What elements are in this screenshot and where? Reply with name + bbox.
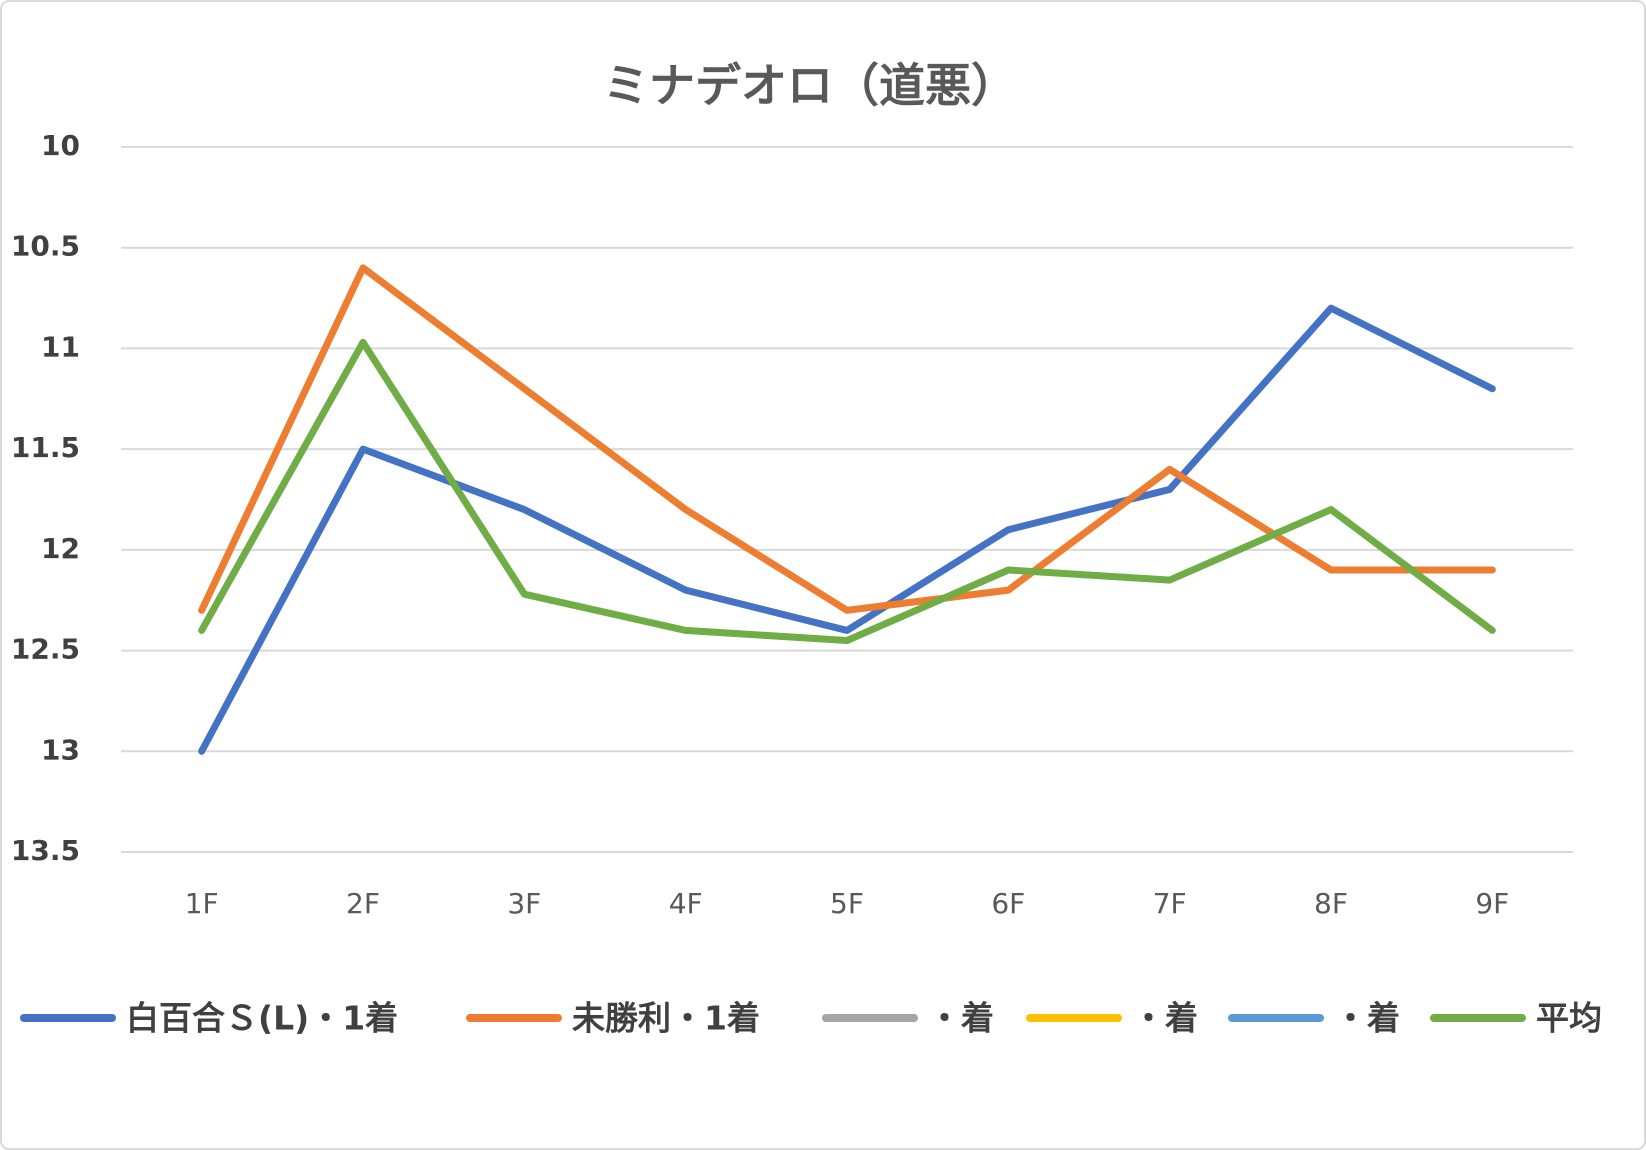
- legend-label: 未勝利・1着: [572, 999, 760, 1038]
- series-line: [198, 304, 1496, 755]
- y-tick-label: 10.5: [11, 230, 80, 263]
- y-tick-label: 13.5: [11, 834, 80, 867]
- x-tick-label: 1F: [185, 887, 219, 920]
- chart-title: ミナデオロ（道悪）: [603, 59, 1017, 113]
- x-tick-label: 3F: [507, 887, 541, 920]
- x-tick-label: 4F: [669, 887, 703, 920]
- x-tick-label: 9F: [1475, 887, 1509, 920]
- y-tick-label: 12: [41, 532, 80, 565]
- y-tick-label: 13: [41, 733, 80, 766]
- y-tick-label: 12.5: [11, 633, 80, 666]
- legend-label: ・着: [928, 999, 994, 1038]
- legend-label: 平均: [1536, 999, 1602, 1038]
- series-line: [198, 338, 1496, 644]
- legend-label: ・着: [1334, 999, 1400, 1038]
- x-tick-label: 7F: [1153, 887, 1187, 920]
- y-tick-label: 10: [41, 129, 80, 162]
- y-tick-label: 11.5: [11, 431, 80, 464]
- x-tick-label: 8F: [1314, 887, 1348, 920]
- x-tick-label: 6F: [991, 887, 1025, 920]
- y-tick-label: 11: [41, 330, 80, 363]
- legend-label: 白百合Ｓ(L)・1着: [126, 999, 398, 1038]
- x-tick-label: 2F: [346, 887, 380, 920]
- legend-label: ・着: [1132, 999, 1198, 1038]
- x-tick-label: 5F: [830, 887, 864, 920]
